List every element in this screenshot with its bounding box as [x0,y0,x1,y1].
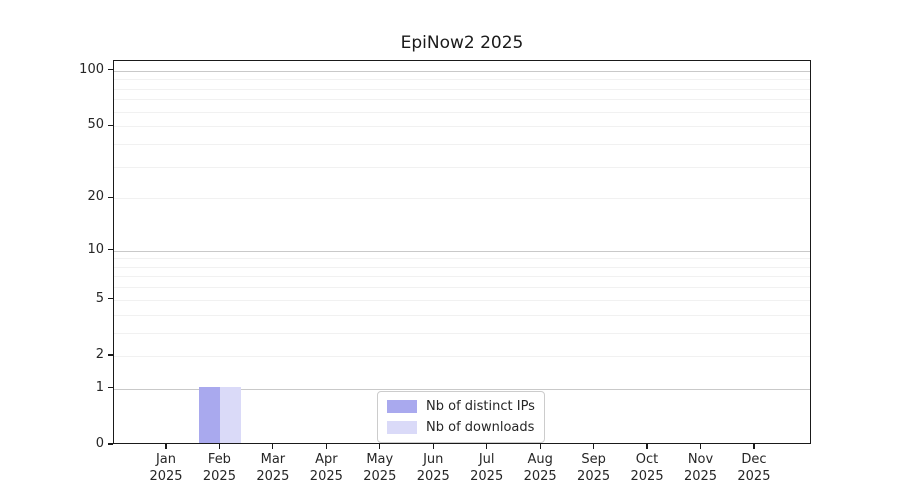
y-tick-mark [108,298,113,300]
legend-swatch-distinct-ips [387,400,417,413]
gridline-major [114,250,810,252]
x-tick-month: Feb [207,452,231,467]
y-tick-label: 20 [87,189,104,205]
y-tick-label: 1 [95,379,104,395]
x-tick-label: Jul 2025 [455,451,519,485]
x-tick-year: 2025 [577,469,611,484]
y-tick-mark [108,387,113,389]
x-tick-year: 2025 [416,469,450,484]
x-tick-mark [432,444,434,449]
gridline-minor [114,198,810,200]
gridline-minor [114,276,810,278]
x-tick-month: May [366,452,394,467]
x-tick-label: Aug 2025 [508,451,572,485]
x-tick-mark [379,444,381,449]
y-tick-label: 0 [95,436,104,451]
x-tick-mark [165,444,167,449]
y-tick-label: 100 [79,61,104,77]
x-tick-year: 2025 [363,469,397,484]
y-tick-label: 10 [87,241,104,257]
x-tick-year: 2025 [149,469,183,484]
y-tick-mark [108,124,113,126]
x-tick-month: Apr [315,452,338,467]
x-tick-month: Sep [581,452,606,467]
y-tick-label: 2 [95,346,104,362]
x-tick-label: Oct 2025 [615,451,679,485]
plot-area [113,60,811,444]
legend-item: Nb of distinct IPs [387,397,535,416]
x-tick-label: Sep 2025 [562,451,626,485]
x-tick-year: 2025 [737,469,771,484]
gridline-minor [114,314,810,316]
gridline-minor [114,99,810,101]
y-tick-mark [108,248,113,251]
x-tick-mark [539,444,541,449]
x-tick-year: 2025 [256,469,290,484]
x-tick-month: Dec [741,452,767,467]
chart-title: EpiNow2 2025 [400,33,524,53]
x-tick-year: 2025 [202,469,236,484]
gridline-minor [114,79,810,81]
x-tick-year: 2025 [470,469,504,484]
x-tick-mark [646,444,648,449]
x-tick-label: Apr 2025 [294,451,358,485]
x-tick-year: 2025 [309,469,343,484]
x-tick-month: Jan [155,452,177,467]
x-tick-year: 2025 [523,469,557,484]
y-tick-label: 5 [95,290,104,306]
gridline-major [114,70,810,72]
x-tick-label: Jan 2025 [134,451,198,485]
x-tick-mark [218,444,221,449]
x-tick-mark [272,444,274,449]
gridline-minor [114,126,810,128]
x-tick-year: 2025 [683,469,718,484]
x-tick-month: Mar [260,452,286,467]
gridline-major [114,388,810,390]
x-tick-mark [593,444,595,449]
legend-swatch-downloads [387,421,417,434]
bar-downloads-feb [220,386,242,443]
x-tick-label: May 2025 [348,451,412,485]
y-tick-mark [108,443,113,445]
x-tick-month: Nov [687,452,714,467]
x-tick-month: Oct [635,452,659,467]
x-tick-label: Feb 2025 [187,451,251,485]
x-tick-year: 2025 [630,469,664,484]
legend-item-label: Nb of distinct IPs [426,399,535,414]
x-tick-month: Aug [527,452,553,467]
gridline-minor [114,287,810,289]
x-tick-mark [753,444,755,449]
y-tick-mark [108,69,113,71]
x-tick-label: Dec 2025 [722,451,786,485]
x-tick-label: Nov 2025 [669,451,733,485]
gridline-minor [114,258,810,260]
gridline-minor [114,143,810,145]
gridline-minor [114,111,810,113]
legend-item: Nb of downloads [387,418,535,437]
gridline-minor [114,332,810,334]
gridline-minor [114,166,810,168]
gridline-minor [114,266,810,268]
bar-distinct-ips-feb [199,386,221,443]
x-tick-month: Jun [423,452,444,467]
legend-item-label: Nb of downloads [426,420,535,435]
x-tick-mark [486,444,488,449]
x-tick-mark [699,444,702,449]
x-tick-month: Jul [478,452,495,467]
gridline-minor [114,88,810,90]
x-tick-mark [325,444,327,449]
x-tick-label: Mar 2025 [241,451,305,485]
gridline-minor [114,355,810,357]
legend: Nb of distinct IPs Nb of downloads [377,391,545,443]
y-tick-mark [108,354,113,356]
gridline-minor [114,299,810,301]
y-tick-mark [108,196,113,198]
x-tick-label: Jun 2025 [401,451,465,485]
y-tick-label: 50 [87,117,104,133]
